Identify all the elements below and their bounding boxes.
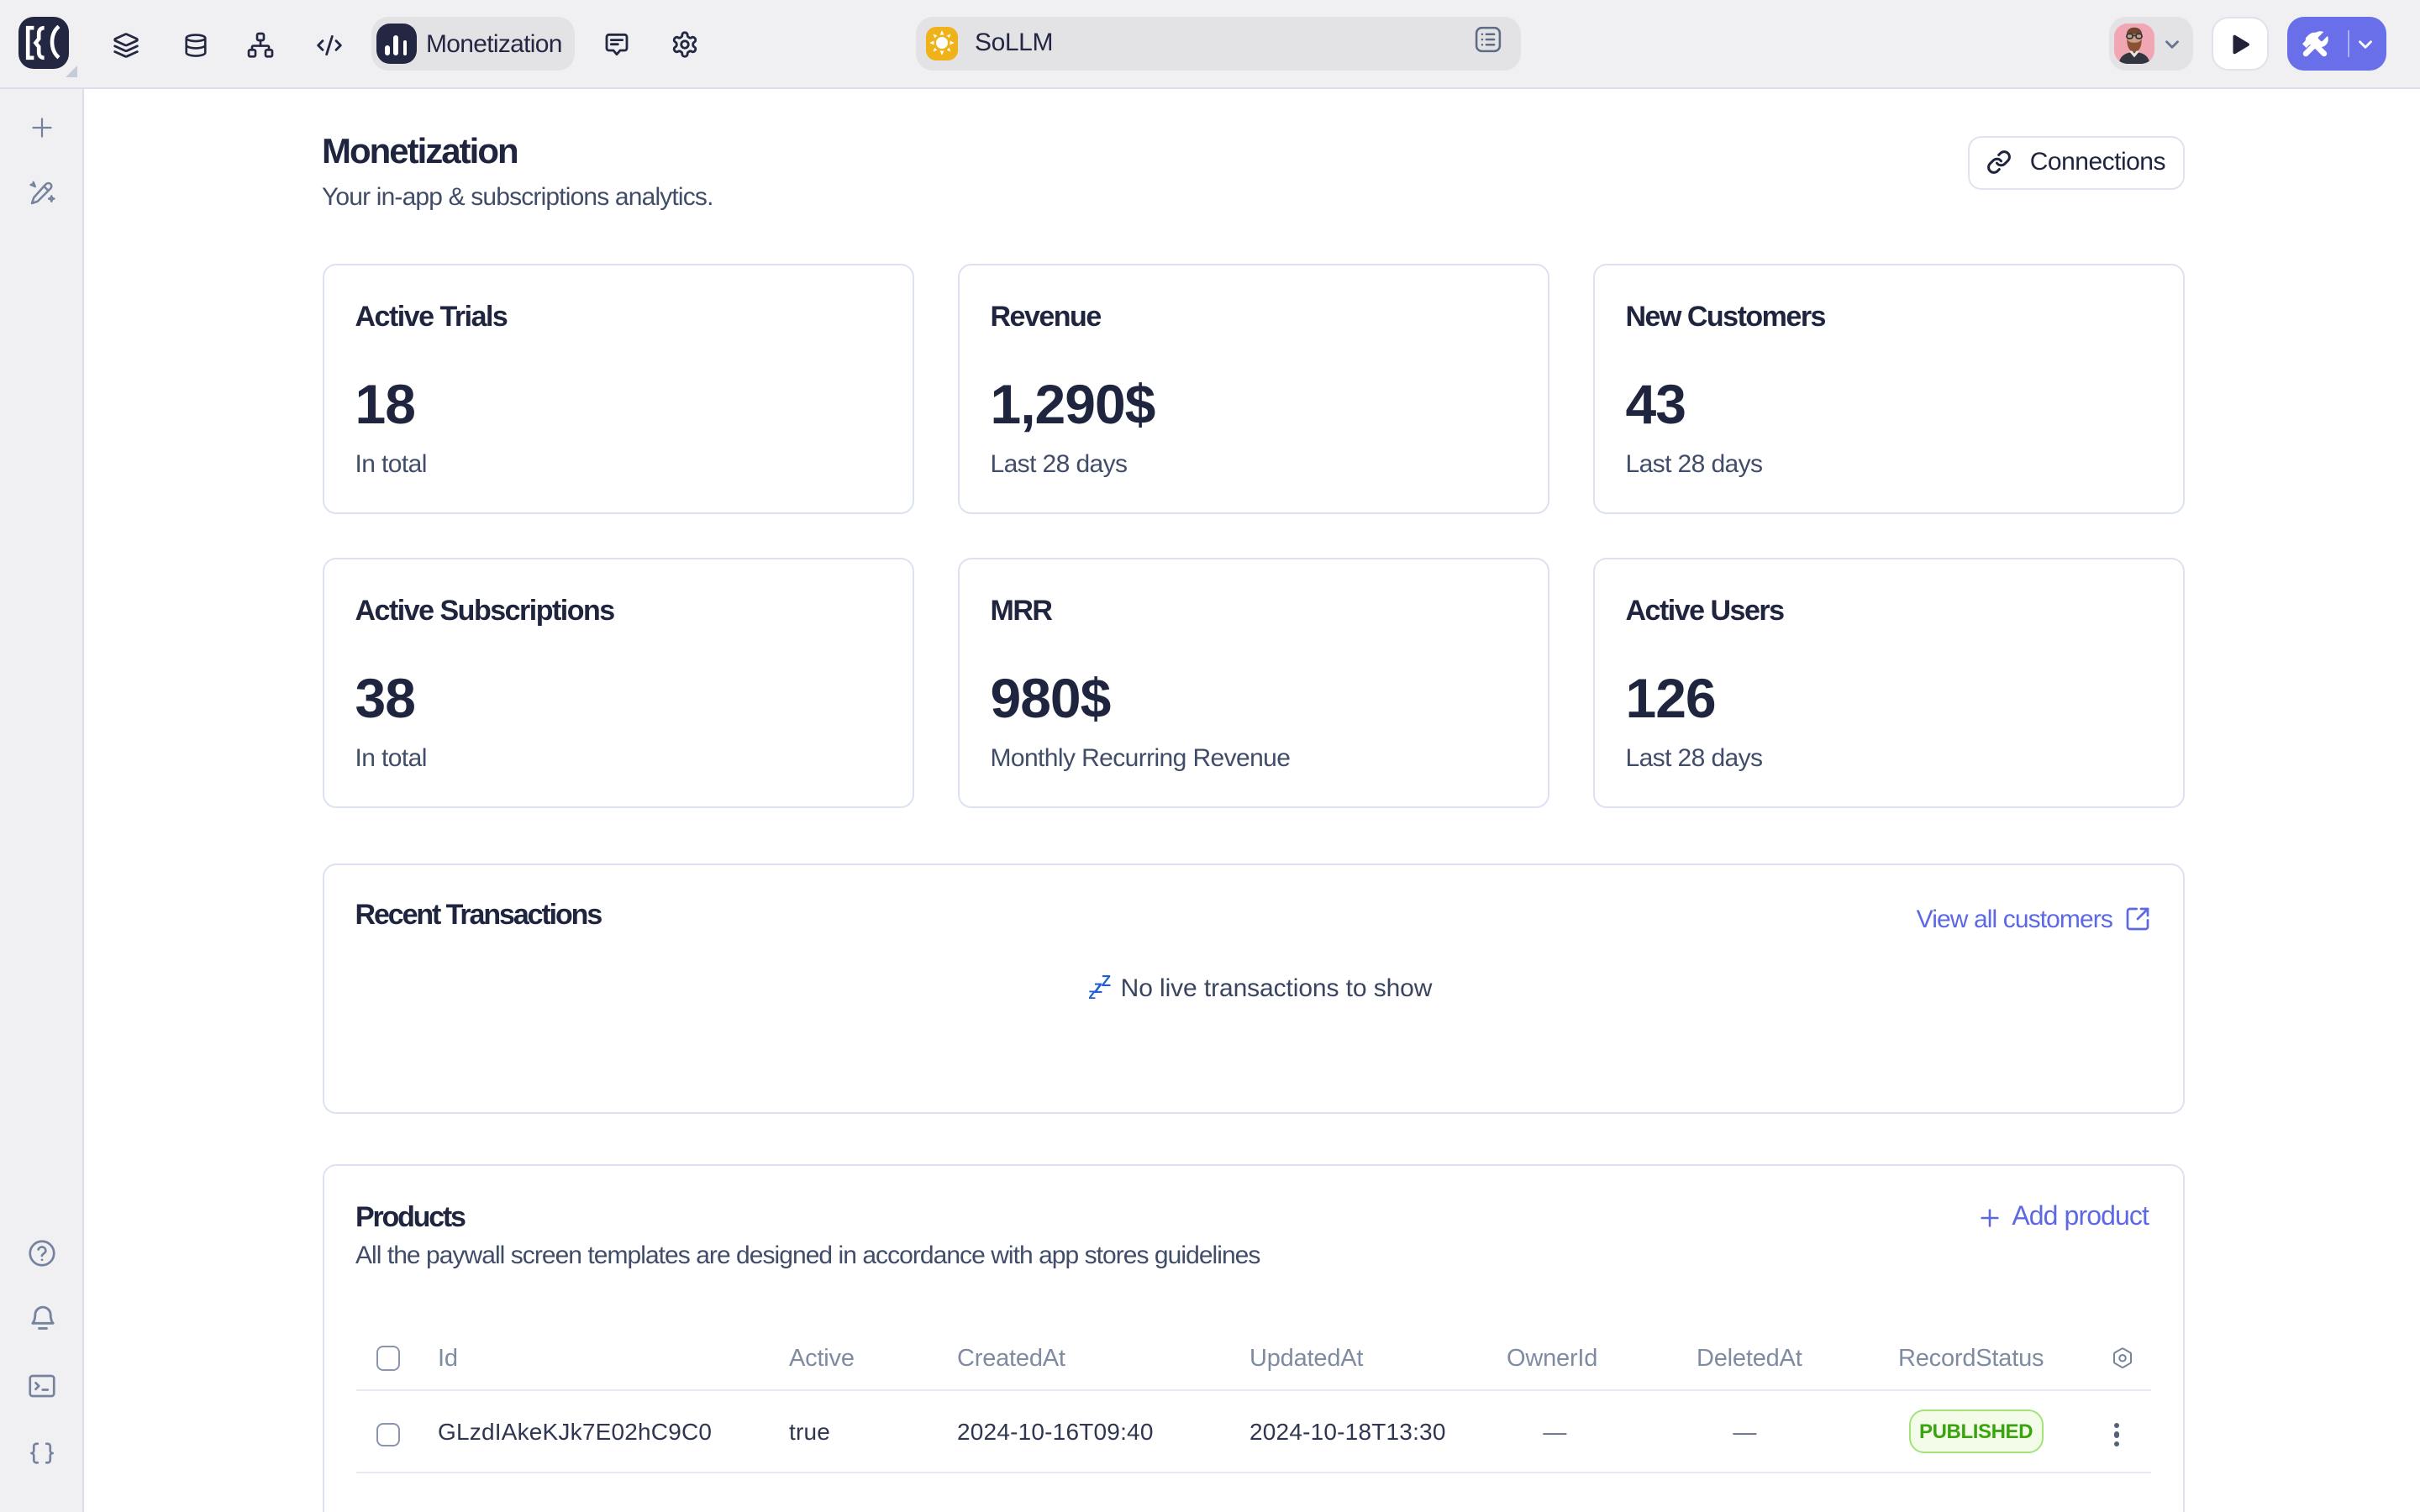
svg-text:z: z xyxy=(1088,984,1096,1001)
svg-text:Z: Z xyxy=(1101,971,1110,989)
svg-text:z: z xyxy=(1093,977,1102,996)
